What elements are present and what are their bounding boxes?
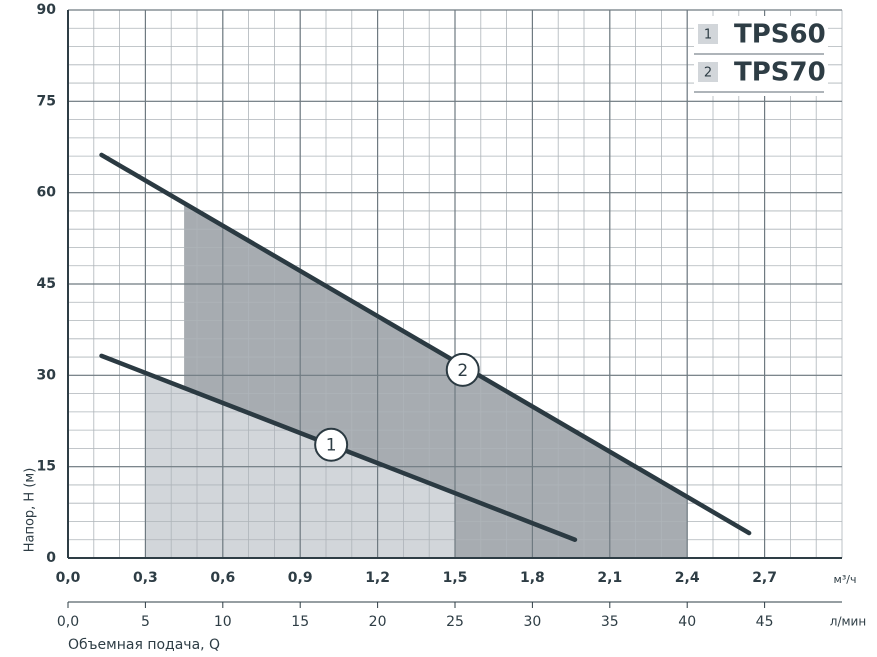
grid [67, 9, 843, 559]
x2-tick-label: 20 [369, 614, 387, 630]
x-tick-label: 2,1 [597, 570, 622, 586]
y-axis-title: Напор, H (м) [23, 468, 38, 553]
legend-swatch [698, 62, 718, 82]
x2-tick-label: 35 [601, 614, 619, 630]
x2-tick-label: 10 [214, 614, 232, 630]
x2-tick-label: 30 [523, 614, 541, 630]
legend-number: 2 [704, 66, 712, 81]
x-tick-label: 0,6 [210, 570, 235, 586]
y-tick-label: 15 [37, 459, 56, 475]
legend-swatch [698, 24, 718, 44]
x2-tick-label: 5 [141, 614, 150, 630]
legend-label: TPS60 [734, 20, 826, 50]
regions [145, 203, 688, 559]
x-tick-label: 1,8 [520, 570, 545, 586]
curve-marker [314, 427, 349, 462]
legend-label: TPS70 [734, 58, 826, 88]
x2-axis-title: Объемная подача, Q [68, 637, 220, 653]
x-tick-label: 0,9 [288, 570, 313, 586]
y-tick-label: 0 [46, 550, 56, 566]
x2-tick-label: 15 [291, 614, 309, 630]
x2-tick-label: 0,0 [57, 614, 79, 630]
legend-number: 1 [704, 28, 712, 43]
curve-marker-label: 2 [457, 361, 468, 381]
y-tick-label: 75 [37, 93, 56, 109]
curve-marker [445, 352, 480, 387]
y-tick-label: 60 [37, 185, 57, 201]
y-tick-label: 45 [37, 276, 56, 292]
y-tick-label: 30 [37, 367, 57, 383]
curve-marker-label: 1 [326, 436, 337, 456]
y-tick-label: 90 [37, 2, 57, 18]
x-tick-label: 1,2 [365, 570, 390, 586]
x-tick-label: 1,5 [443, 570, 468, 586]
x2-tick-label: 45 [756, 614, 774, 630]
x2-tick-label: 25 [446, 614, 464, 630]
curve [99, 152, 752, 536]
x-tick-label: 0,0 [56, 570, 81, 586]
x2-tick-label: 40 [678, 614, 696, 630]
x-unit: м³/ч [834, 573, 857, 586]
x-tick-label: 2,4 [675, 570, 700, 586]
x2-unit: л/мин [830, 615, 866, 629]
x-tick-label: 2,7 [752, 570, 777, 586]
x-tick-label: 0,3 [133, 570, 158, 586]
